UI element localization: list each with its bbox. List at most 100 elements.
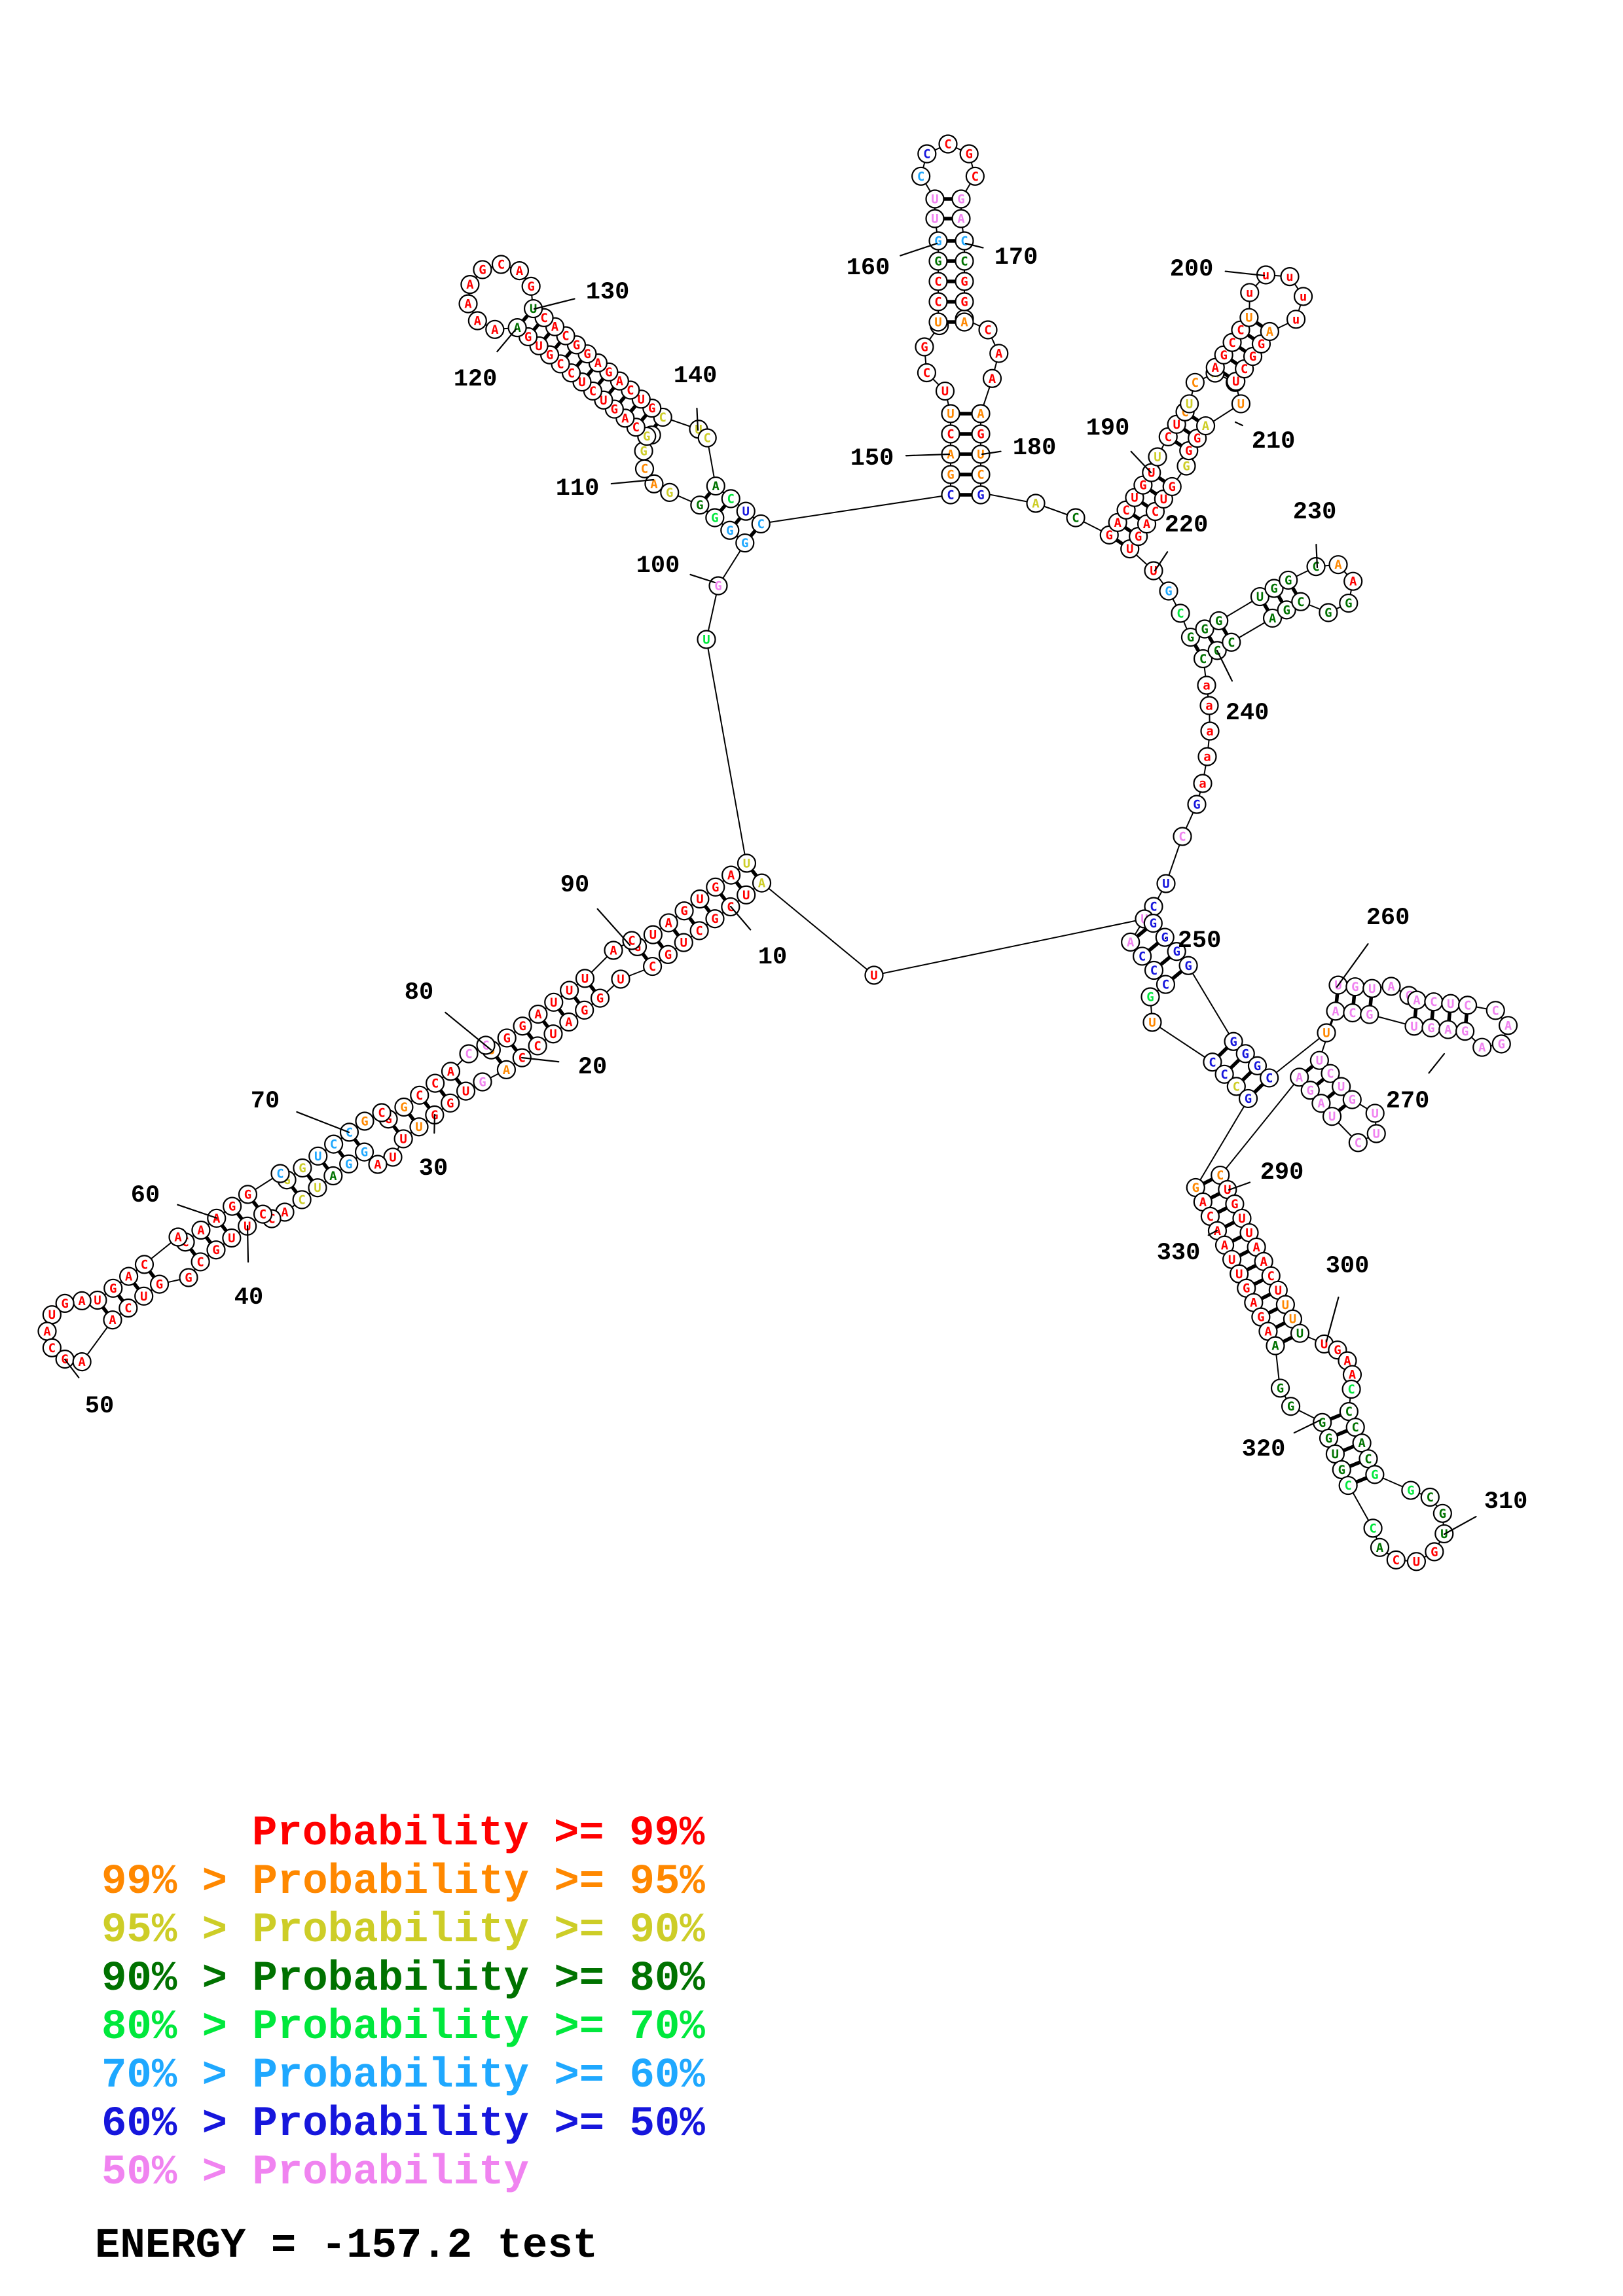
- nucleotide: [544, 992, 564, 1012]
- nucleotide: [179, 1268, 198, 1287]
- nucleotide-letter: U: [1338, 1080, 1345, 1094]
- backbone-line: [433, 1113, 436, 1134]
- nucleotide-letter: C: [923, 366, 930, 380]
- nucleotide: [168, 1227, 188, 1247]
- nucleotide-letter: G: [345, 1157, 352, 1172]
- position-label: 330: [1157, 1240, 1201, 1267]
- nucleotide: [706, 877, 725, 897]
- nucleotide-letter: A: [78, 1294, 86, 1308]
- nucleotide: [928, 251, 948, 271]
- nucleotide: [1343, 571, 1363, 591]
- nucleotide: [1432, 1503, 1452, 1523]
- nucleotide-letter: U: [649, 928, 657, 942]
- nucleotide: [103, 1310, 122, 1330]
- nucleotide: [1425, 1542, 1444, 1562]
- position-label: 130: [586, 279, 630, 306]
- nucleotide: [1455, 1022, 1475, 1041]
- nucleotide: [1264, 579, 1284, 598]
- backbone-line: [445, 1011, 492, 1051]
- nucleotide-letter: C: [704, 431, 711, 446]
- nucleotide-letter: U: [1173, 418, 1180, 432]
- nucleotide: [1121, 932, 1140, 952]
- nucleotide-letter: U: [1150, 564, 1157, 579]
- nucleotide-letter: u: [1300, 289, 1307, 304]
- nucleotide: [660, 482, 680, 502]
- nucleotide-letter: G: [1270, 581, 1277, 596]
- nucleotide: [1066, 508, 1085, 528]
- nucleotide-letter: G: [1351, 980, 1359, 994]
- nucleotide: [697, 630, 716, 649]
- nucleotide-letter: C: [641, 462, 648, 476]
- nucleotide-letter: G: [519, 1019, 526, 1033]
- nucleotide: [459, 1044, 479, 1064]
- nucleotide: [496, 1060, 517, 1079]
- legend-row-99: Probability >= 99%: [252, 1810, 705, 1857]
- nucleotide-letter: G: [156, 1278, 163, 1292]
- nucleotide: [1321, 1064, 1340, 1083]
- nucleotide-letter: C: [934, 275, 941, 289]
- backbone-line: [1216, 649, 1233, 682]
- nucleotide-letter: G: [583, 347, 591, 361]
- nucleotide-letter: U: [1410, 1019, 1417, 1033]
- nucleotide-letter: C: [632, 420, 640, 435]
- position-label: 230: [1293, 499, 1337, 526]
- nucleotide-letter: G: [1231, 1197, 1238, 1211]
- backbone-line: [296, 1111, 350, 1134]
- nucleotide: [705, 909, 725, 929]
- nucleotide-letter: C: [1241, 362, 1248, 376]
- nucleotide-letter: G: [1254, 1059, 1261, 1073]
- nucleotide: [604, 941, 623, 960]
- nucleotide: [971, 465, 991, 484]
- nucleotide: [1362, 978, 1382, 998]
- nucleotide-letter: U: [1373, 1127, 1380, 1141]
- nucleotide-letter: U: [1296, 1327, 1304, 1341]
- nucleotide: [1185, 372, 1205, 392]
- backbone-line: [729, 905, 752, 931]
- nucleotide: [1222, 632, 1241, 652]
- nucleotide: [491, 255, 511, 274]
- nucleotide: [72, 1352, 92, 1372]
- nucleotide-letter: C: [589, 384, 596, 399]
- nucleotide: [206, 1240, 226, 1260]
- nucleotide: [697, 428, 717, 448]
- nucleotide-letter: G: [546, 348, 553, 363]
- position-label: 150: [850, 445, 894, 473]
- nucleotide-letter: U: [1160, 492, 1167, 507]
- position-label: 290: [1260, 1159, 1304, 1187]
- nucleotide-letter: G: [711, 511, 718, 525]
- nucleotide-letter: G: [1185, 444, 1192, 458]
- nucleotide-letter: G: [977, 427, 984, 442]
- backbone-line: [761, 882, 875, 976]
- nucleotide: [951, 189, 971, 209]
- backbone-line: [905, 453, 951, 457]
- position-label: 270: [1386, 1088, 1430, 1115]
- nucleotide: [253, 1204, 273, 1224]
- nucleotide-letter: C: [556, 357, 564, 371]
- nucleotide-letter: C: [1344, 1479, 1351, 1493]
- nucleotide: [1250, 586, 1270, 607]
- nucleotide-letter: C: [276, 1167, 283, 1181]
- nucleotide-letter: C: [1492, 1003, 1499, 1018]
- nucleotide-letter: C: [534, 1039, 541, 1053]
- nucleotide-letter: G: [640, 444, 647, 459]
- nucleotide: [705, 508, 725, 528]
- nucleotide-letter: G: [1230, 1035, 1237, 1049]
- nucleotide: [941, 424, 960, 444]
- nucleotide: [1293, 287, 1313, 306]
- nucleotide-letter: U: [550, 996, 557, 1010]
- nucleotide-letter: C: [977, 468, 984, 482]
- nucleotide: [1214, 1064, 1234, 1084]
- nucleotide-letter: G: [1427, 1021, 1434, 1035]
- nucleotide-letter: G: [1461, 1024, 1468, 1039]
- position-label-layer: 10 20 30 40 50 60 70 80 90 100 110 120 130 140 150 160 1…: [64, 242, 1527, 1535]
- nucleotide-letter: U: [1275, 1283, 1282, 1298]
- nucleotide: [941, 485, 960, 505]
- nucleotide-letter: A: [125, 1270, 133, 1284]
- backbone-line: [1224, 270, 1266, 277]
- nucleotide-letter: U: [228, 1231, 235, 1246]
- nucleotide: [1143, 913, 1163, 933]
- backbone-line: [533, 298, 575, 310]
- nucleotide-letter: G: [680, 904, 687, 918]
- nucleotide: [1339, 593, 1359, 613]
- nucleotide-letter: G: [711, 912, 718, 926]
